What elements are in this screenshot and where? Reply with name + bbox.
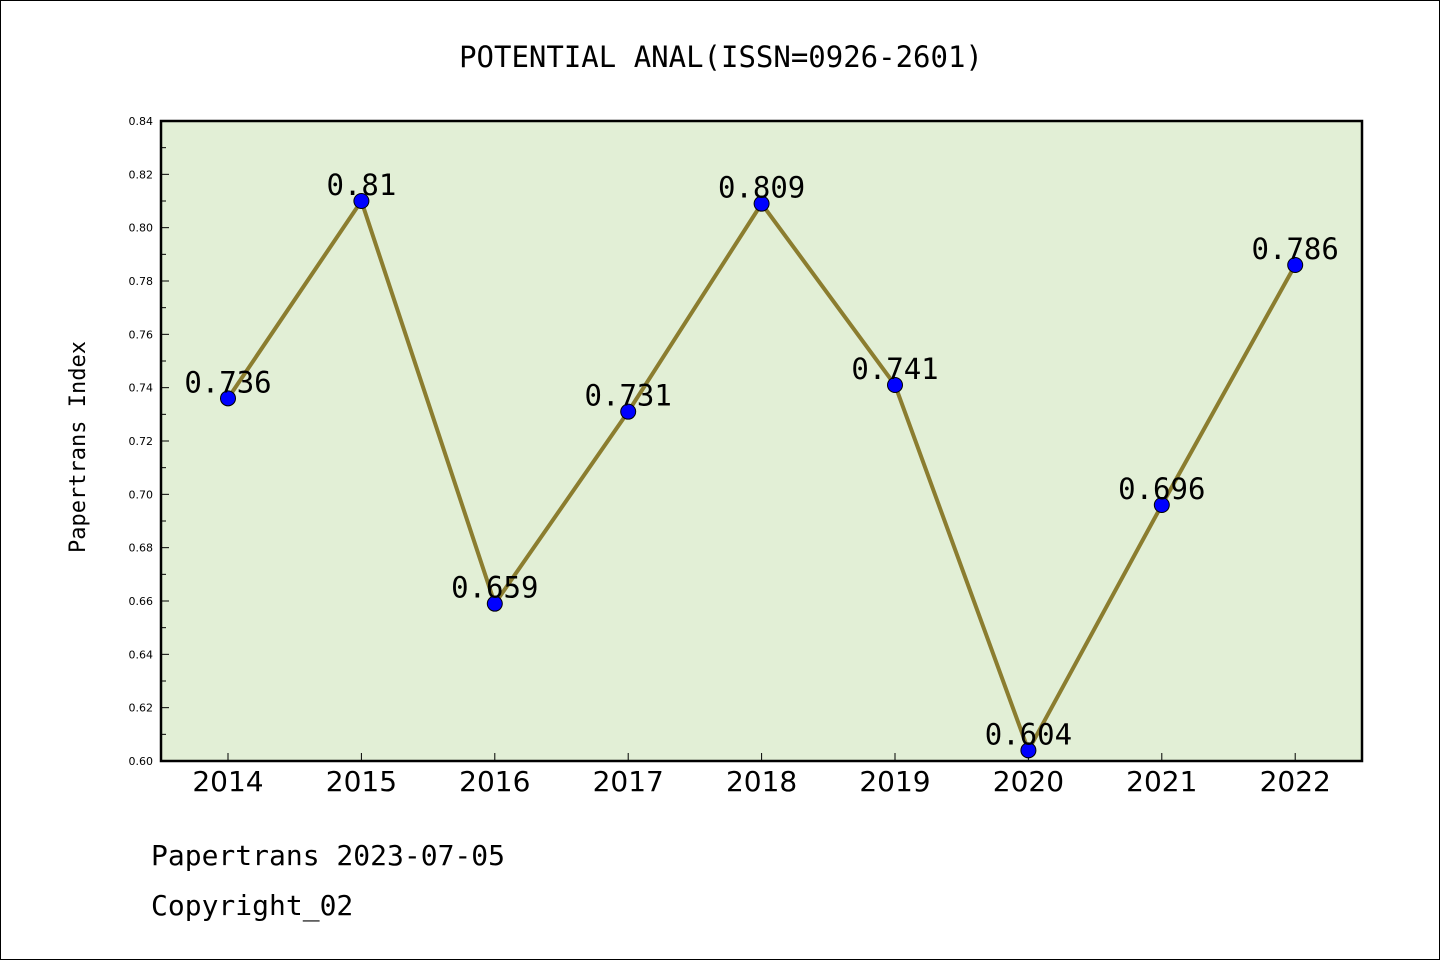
plot-area: [161, 121, 1362, 761]
y-tick-label: 0.78: [129, 275, 154, 288]
x-tick-label: 2021: [1126, 765, 1197, 798]
data-label: 0.731: [585, 379, 672, 413]
y-tick-label: 0.82: [129, 168, 154, 181]
x-tick-label: 2018: [726, 765, 797, 798]
footer-date: Papertrans 2023-07-05: [151, 839, 505, 872]
data-point: [887, 377, 903, 393]
plot-border: [159, 119, 1364, 763]
data-label: 0.736: [184, 365, 271, 399]
y-axis: 0.60 0.62 0.64 0.66 0.68 0.70 0.72 0.74 0.76 0.78…: [129, 115, 169, 768]
y-tick-label: 0.80: [129, 222, 154, 235]
data-point: [220, 390, 236, 407]
footer-copyright: Copyright_02: [151, 889, 353, 923]
data-labels: 0.736 0.81 0.659 0.731 0.809 0.741 0.604 0.696 0…: [184, 168, 1339, 751]
x-tick-label: 2019: [859, 765, 930, 798]
x-tick-label: 2022: [1260, 765, 1331, 798]
y-tick-label: 0.84: [129, 115, 154, 128]
data-point: [1020, 742, 1037, 759]
data-label: 0.604: [985, 717, 1072, 751]
data-label: 0.696: [1118, 472, 1205, 506]
x-tick-label: 2016: [459, 765, 530, 798]
y-tick-label: 0.62: [129, 702, 154, 715]
data-label: 0.81: [326, 168, 396, 202]
data-point: [753, 195, 770, 212]
x-axis: 2014 2015 2016 2017 2018 2019 2020 2021 2022: [192, 753, 1331, 798]
x-tick-label: 2014: [192, 765, 263, 798]
chart-title: POTENTIAL ANAL(ISSN=0926-2601): [459, 40, 983, 74]
y-tick-label: 0.66: [129, 595, 154, 608]
series-line-group: [220, 193, 1304, 759]
y-tick-label: 0.76: [129, 328, 154, 341]
y-tick-label: 0.72: [129, 435, 154, 448]
data-point: [486, 595, 503, 612]
x-tick-label: 2015: [326, 765, 397, 798]
data-label: 0.809: [718, 171, 805, 205]
data-point: [1287, 257, 1304, 273]
x-tick-label: 2017: [593, 765, 664, 798]
y-tick-label: 0.68: [129, 542, 154, 555]
data-point: [1153, 497, 1170, 513]
y-tick-label: 0.70: [129, 488, 154, 501]
y-tick-label: 0.74: [129, 382, 154, 395]
y-tick-label: 0.64: [129, 648, 154, 661]
data-label: 0.659: [451, 571, 538, 605]
data-point: [620, 403, 637, 420]
data-point: [353, 193, 370, 209]
data-label: 0.786: [1252, 232, 1339, 266]
data-label: 0.741: [851, 352, 938, 386]
y-tick-label: 0.60: [129, 755, 154, 768]
y-axis-label: Papertrans Index: [66, 341, 91, 553]
x-tick-label: 2020: [993, 765, 1064, 798]
